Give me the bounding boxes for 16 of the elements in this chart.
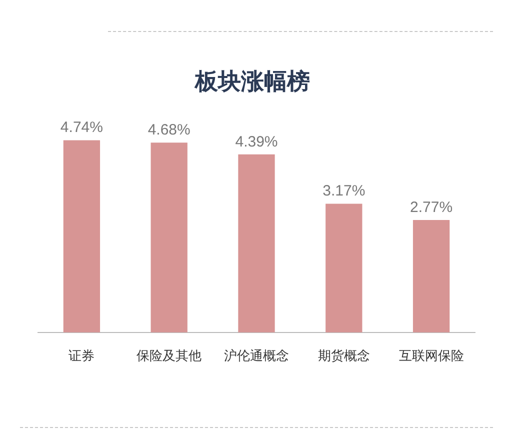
bar <box>150 142 188 332</box>
x-tick-label: 保险及其他 <box>136 348 202 363</box>
x-tick-label: 互联网保险 <box>398 348 464 363</box>
bar <box>63 140 100 332</box>
data-label: 2.77% <box>410 198 453 216</box>
chart-title: 板块涨幅榜 <box>194 67 311 96</box>
data-label: 4.74% <box>60 119 103 136</box>
x-tick-label: 期货概念 <box>318 348 370 363</box>
bar <box>238 154 275 332</box>
data-label: 3.17% <box>322 182 366 200</box>
data-label: 4.68% <box>148 122 190 139</box>
data-label: 4.39% <box>235 133 278 150</box>
x-tick-label: 沪伦通概念 <box>224 348 289 363</box>
x-tick-label: 证券 <box>68 348 95 363</box>
bar <box>412 220 450 332</box>
bar <box>326 204 362 332</box>
